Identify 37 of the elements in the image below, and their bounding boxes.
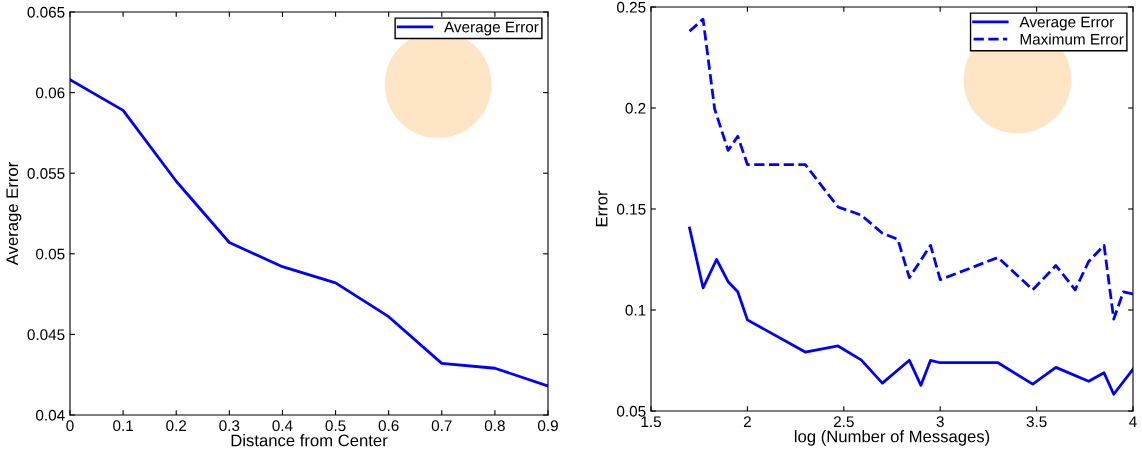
x-tick-label: 0.5 <box>325 420 346 432</box>
y-tick-label: 0.045 <box>27 329 65 341</box>
x-tick-label: 0 <box>66 420 74 432</box>
y-tick-label: 0.05 <box>617 405 646 417</box>
x-tick-label: 3 <box>936 416 944 428</box>
y-axis-title: Average Error <box>6 162 22 266</box>
x-tick-label: 0.1 <box>113 420 133 432</box>
y-tick-label: 0.2 <box>625 102 646 114</box>
x-tick-label: 0.2 <box>166 420 187 432</box>
y-tick-label: 0.065 <box>27 6 65 18</box>
x-axis-title: Distance from Center <box>231 434 388 447</box>
x-tick-label: 4 <box>1129 416 1137 427</box>
legend-label: Average Error <box>1019 16 1115 31</box>
x-tick-label: 0.4 <box>272 420 293 432</box>
line-series <box>70 78 548 388</box>
y-tick-label: 0.05 <box>36 248 65 260</box>
legend-label: Maximum Error <box>1020 33 1124 45</box>
x-tick-label: 2 <box>743 416 751 427</box>
x-tick-label: 0.6 <box>378 420 399 432</box>
x-tick-label: 0.8 <box>484 420 505 432</box>
x-tick-label: 3.5 <box>1026 416 1047 428</box>
y-tick-label: 0.1 <box>625 304 646 316</box>
x-tick-label: 2.5 <box>833 416 854 428</box>
x-tick-label: 0.7 <box>431 420 452 432</box>
y-tick-label: 0.055 <box>27 168 65 179</box>
line-series <box>688 17 1133 321</box>
x-tick-label: 1.5 <box>641 416 661 428</box>
y-tick-label: 0.06 <box>36 87 65 99</box>
y-tick-label: 0.25 <box>617 1 646 13</box>
legend-label: Average Error <box>444 21 539 36</box>
line-series <box>688 226 1133 396</box>
y-axis-title: Error <box>595 190 608 227</box>
x-tick-label: 0.3 <box>219 420 240 432</box>
y-tick-label: 0.04 <box>36 409 65 421</box>
y-tick-label: 0.15 <box>617 203 646 215</box>
x-tick-label: 0.9 <box>537 420 558 432</box>
x-axis-title: log (Number of Messages) <box>794 430 990 446</box>
